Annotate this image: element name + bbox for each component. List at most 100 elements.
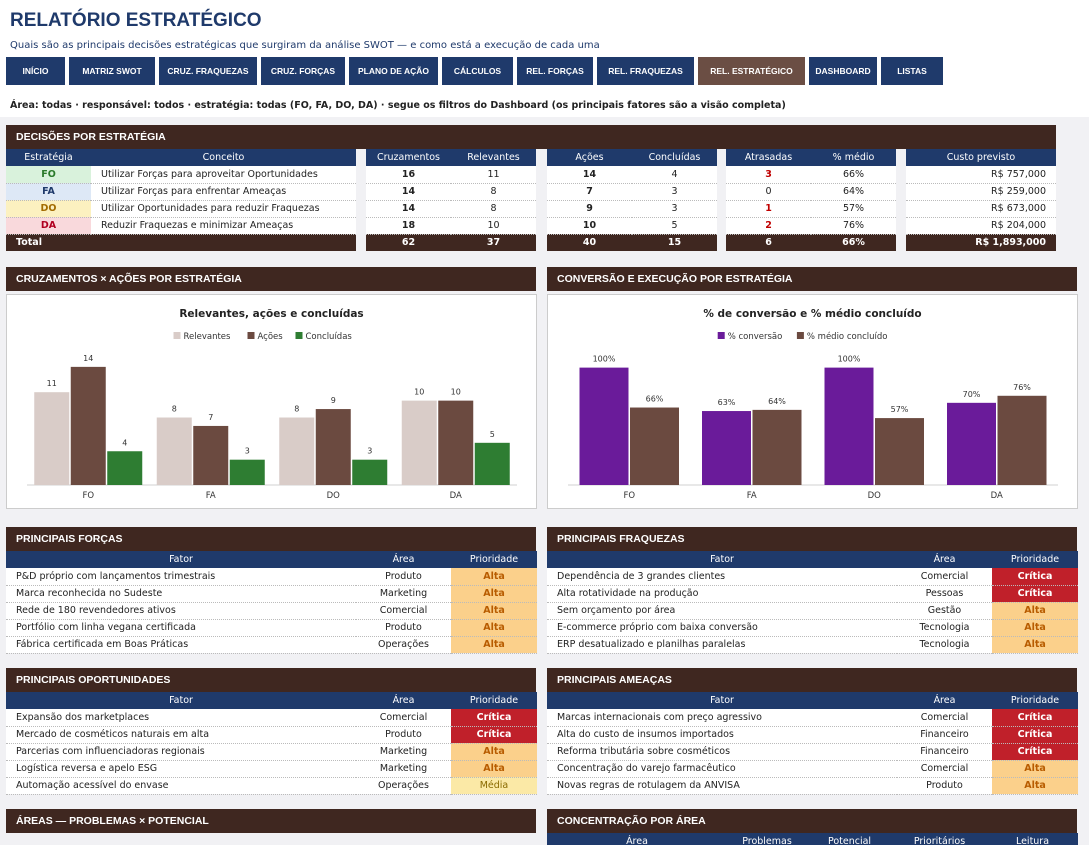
decisoes-table-cruz: Cruzamentos Relevantes 16 11 14 8 14 8 18 10 62 3…: [366, 149, 536, 251]
cruzamentos-cell: 16: [366, 166, 451, 184]
area-cell: Comercial: [897, 568, 992, 586]
cruzamentos-cell: 14: [366, 200, 451, 218]
decisao-row: 14 4: [547, 166, 717, 184]
bar-fo-1: [70, 366, 106, 485]
relevantes-cell: 8: [451, 183, 536, 201]
oportunidades-table: Fator Área Prioridade Expansão dos marketpl…: [6, 692, 537, 795]
relevantes-cell: 10: [451, 217, 536, 235]
bar-value-label: 7: [208, 413, 213, 422]
fator-cell: Expansão dos marketplaces: [6, 709, 356, 727]
fator-cell: Concentração do varejo farmacêutico: [547, 760, 897, 778]
fator-row: Fábrica certificada em Boas Práticas Oper…: [6, 636, 537, 654]
fator-cell: Fábrica certificada em Boas Práticas: [6, 636, 356, 654]
page-title: RELATÓRIO ESTRATÉGICO: [10, 10, 262, 31]
nav-rel-estrategico-button[interactable]: REL. ESTRATÉGICO: [698, 57, 805, 85]
decisao-row: FA Utilizar Forças para enfrentar Ameaças: [6, 183, 356, 201]
decisoes-table-custo: Custo previsto R$ 757,000 R$ 259,000 R$ 67…: [906, 149, 1056, 251]
bar-da-2: [474, 442, 510, 485]
decisoes-table-acoes: Ações Concluídas 14 4 7 3 9 3 10 5 40 15: [547, 149, 717, 251]
fator-row: Dependência de 3 grandes clientes Comerci…: [547, 568, 1078, 586]
category-label: FO: [623, 491, 635, 501]
bar-do-2: [352, 459, 388, 485]
prioridade-badge: Alta: [451, 760, 537, 778]
nav-plano-de-acao-button[interactable]: PLANO DE AÇÃO: [349, 57, 438, 85]
cruzamentos-cell: 14: [366, 183, 451, 201]
total-cruzamentos: 62: [366, 234, 451, 251]
fator-cell: Mercado de cosméticos naturais em alta: [6, 726, 356, 744]
nav-listas-button[interactable]: LISTAS: [881, 57, 943, 85]
chart2-box: % de conversão e % médio concluído % conv…: [547, 294, 1078, 509]
nav-calculos-button[interactable]: CÁLCULOS: [442, 57, 513, 85]
decisao-row: FO Utilizar Forças para aproveitar Oportu…: [6, 166, 356, 184]
area-cell: Operações: [356, 636, 451, 654]
legend-swatch: [796, 332, 804, 339]
nav-rel-forcas-button[interactable]: REL. FORÇAS: [517, 57, 593, 85]
page-subtitle: Quais são as principais decisões estraté…: [10, 40, 600, 51]
prioridade-badge: Alta: [451, 743, 537, 761]
bar-value-label: 10: [451, 388, 461, 397]
fator-row: Parcerias com influenciadoras regionais M…: [6, 743, 537, 761]
fator-cell: P&D próprio com lançamentos trimestrais: [6, 568, 356, 586]
area-cell: Marketing: [356, 760, 451, 778]
decisoes-section-header: DECISÕES POR ESTRATÉGIA: [6, 125, 1056, 149]
area-cell: Pessoas: [897, 585, 992, 603]
fator-cell: Sem orçamento por área: [547, 602, 897, 620]
col-problemas: Problemas: [727, 833, 807, 845]
nav-rel-fraquezas-button[interactable]: REL. FRAQUEZAS: [597, 57, 694, 85]
legend-label: % médio concluído: [807, 331, 888, 342]
decisao-row: 10 5: [547, 217, 717, 235]
fator-cell: Marcas internacionais com preço agressiv…: [547, 709, 897, 727]
bar-do-1: [315, 409, 351, 485]
medio-cell: 66%: [811, 166, 896, 184]
prioridade-badge: Crítica: [992, 726, 1078, 744]
col-leitura: Leitura: [987, 833, 1078, 845]
col-custo: Custo previsto: [906, 149, 1056, 166]
medio-cell: 64%: [811, 183, 896, 201]
decisao-row: R$ 673,000: [906, 200, 1056, 218]
fator-row: Alta rotatividade na produção Pessoas Crít…: [547, 585, 1078, 603]
conceito-cell: Utilizar Oportunidades para reduzir Fraq…: [91, 200, 356, 218]
forcas-table: Fator Área Prioridade P&D próprio com lança…: [6, 551, 537, 654]
medio-cell: 76%: [811, 217, 896, 235]
decisao-row: 1 57%: [726, 200, 896, 218]
custo-cell: R$ 259,000: [906, 183, 1056, 201]
nav-dashboard-button[interactable]: DASHBOARD: [809, 57, 877, 85]
col-area: Área: [897, 692, 992, 709]
area-cell: Tecnologia: [897, 619, 992, 637]
nav-cruz-forcas-button[interactable]: CRUZ. FORÇAS: [261, 57, 345, 85]
category-label: DO: [868, 491, 882, 501]
nav-cruz-fraquezas-button[interactable]: CRUZ. FRAQUEZAS: [159, 57, 257, 85]
col-cruzamentos: Cruzamentos: [366, 149, 451, 166]
bar-fa-1: [752, 409, 802, 485]
area-cell: Comercial: [897, 760, 992, 778]
nav-matriz-swot-button[interactable]: MATRIZ SWOT: [69, 57, 155, 85]
area-cell: Gestão: [897, 602, 992, 620]
fator-row: Concentração do varejo farmacêutico Comer…: [547, 760, 1078, 778]
fator-cell: Rede de 180 revendedores ativos: [6, 602, 356, 620]
custo-cell: R$ 757,000: [906, 166, 1056, 184]
areas-section-header: ÁREAS — PROBLEMAS × POTENCIAL: [6, 809, 536, 833]
cruzamentos-cell: 18: [366, 217, 451, 235]
prioridade-badge: Alta: [992, 602, 1078, 620]
prioridade-badge: Crítica: [992, 709, 1078, 727]
acoes-cell: 10: [547, 217, 632, 235]
total-custo: R$ 1,893,000: [906, 234, 1056, 251]
fator-row: E-commerce próprio com baixa conversão Te…: [547, 619, 1078, 637]
col-area: Área: [897, 551, 992, 568]
prioridade-badge: Crítica: [992, 568, 1078, 586]
col-acoes: Ações: [547, 149, 632, 166]
fator-row: ERP desatualizado e planilhas paralelas T…: [547, 636, 1078, 654]
legend-swatch: [295, 332, 303, 339]
atrasadas-cell: 3: [726, 166, 811, 184]
category-label: DO: [327, 491, 341, 501]
fraquezas-table: Fator Área Prioridade Dependência de 3 gran…: [547, 551, 1078, 654]
col-fator: Fator: [547, 551, 897, 568]
ameacas-section-header: PRINCIPAIS AMEAÇAS: [547, 668, 1077, 692]
estrategia-tag: DA: [6, 217, 91, 235]
bar-fo-0: [34, 392, 70, 485]
prioridade-badge: Alta: [992, 636, 1078, 654]
nav-inicio-button[interactable]: INÍCIO: [6, 57, 65, 85]
bar-value-label: 4: [122, 438, 127, 447]
bar-value-label: 3: [367, 447, 372, 456]
area-cell: Produto: [356, 726, 451, 744]
